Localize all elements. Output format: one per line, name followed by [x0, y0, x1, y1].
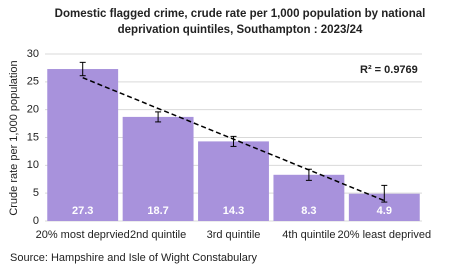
y-tick-label: 0 — [33, 215, 39, 227]
bar — [198, 141, 269, 221]
value-label: 4.9 — [377, 205, 392, 217]
bar — [122, 116, 194, 221]
y-tick-label: 20 — [27, 104, 39, 116]
x-tick-label: 4th quintile — [282, 229, 335, 241]
x-tick-label: 20% most deprvied — [36, 229, 130, 241]
y-tick-label: 10 — [27, 159, 39, 171]
x-tick-label: 2nd quintile — [130, 229, 186, 241]
error-bar — [155, 111, 162, 123]
x-tick-label: 20% least deprived — [338, 229, 432, 241]
error-bar — [230, 135, 237, 147]
chart-title: Domestic flagged crime, crude rate per 1… — [55, 8, 426, 20]
y-tick-label: 30 — [27, 48, 39, 60]
bar — [273, 174, 345, 221]
error-bar — [305, 168, 312, 181]
source: Source: Hampshire and Isle of Wight Cons… — [10, 252, 258, 264]
value-label: 27.3 — [72, 205, 93, 217]
y-tick-label: 25 — [27, 76, 39, 88]
annotation: R² = 0.9769 — [360, 64, 418, 76]
x-tick-label: 3rd quintile — [207, 229, 261, 241]
value-label: 18.7 — [147, 205, 168, 217]
chart-title: deprivation quintiles, Southampton : 202… — [118, 24, 363, 36]
error-bar — [381, 184, 388, 203]
y-tick-label: 5 — [33, 187, 39, 199]
value-label: 14.3 — [223, 205, 244, 217]
error-bar — [79, 61, 86, 77]
y-tick-label: 15 — [27, 131, 39, 143]
y-axis-label: Crude rate per 1,000 population — [8, 60, 20, 215]
value-label: 8.3 — [301, 205, 316, 217]
bar — [47, 69, 119, 221]
